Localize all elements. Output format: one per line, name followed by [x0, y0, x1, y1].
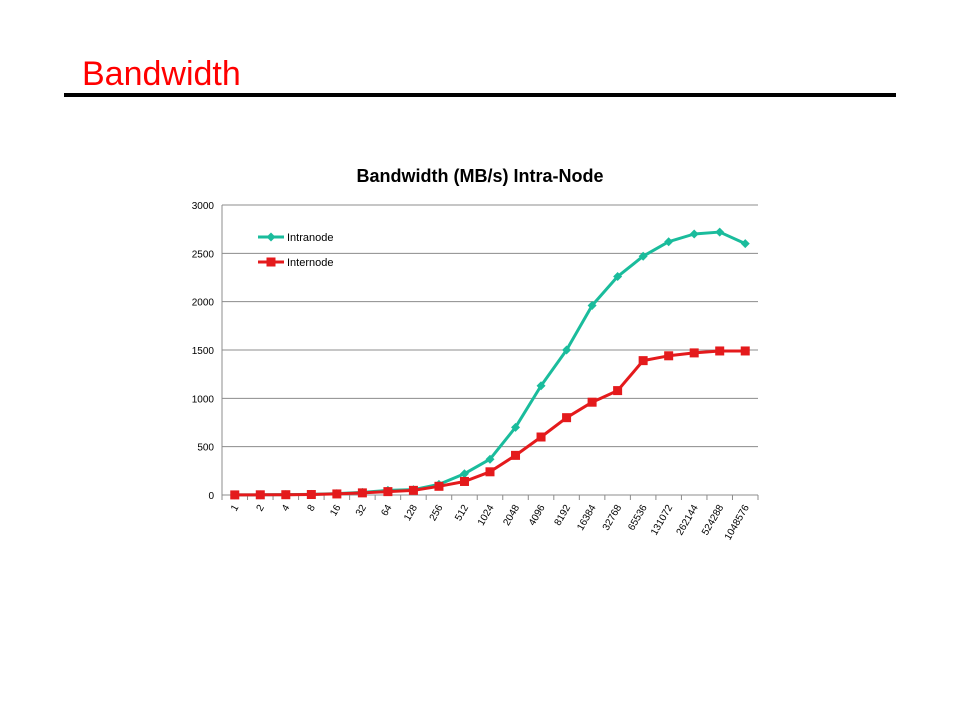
x-tick-label: 32	[354, 503, 369, 519]
axes: 0 500 1000 1500 2000 2500 3000 1 2 4 8 16 32 64 128 256…	[192, 201, 759, 543]
data-point	[689, 348, 699, 358]
gridlines	[222, 204, 758, 448]
data-point	[408, 485, 418, 495]
data-point	[613, 386, 623, 396]
y-tick-label: 0	[208, 491, 214, 502]
data-point	[689, 229, 699, 239]
data-point	[740, 346, 750, 356]
x-tick-label: 65536	[626, 503, 650, 533]
data-point	[587, 301, 597, 311]
x-tick-label: 8192	[553, 503, 574, 528]
x-tick-label: 4096	[527, 503, 548, 528]
y-tick-label: 2000	[192, 298, 215, 309]
x-tick-label: 128	[402, 503, 420, 523]
x-tick-label: 524288	[700, 503, 726, 538]
data-point	[511, 450, 521, 460]
data-point	[664, 237, 674, 247]
data-point	[562, 413, 572, 423]
x-tick-label: 262144	[675, 503, 701, 538]
y-tick-label: 1000	[192, 394, 215, 405]
data-point	[485, 454, 495, 464]
series-internode	[230, 346, 750, 500]
legend-label: Intranode	[287, 232, 333, 244]
x-tick-label: 1	[229, 503, 242, 514]
data-point	[511, 422, 521, 432]
slide-title: Bandwidth	[82, 55, 241, 93]
y-tick-label: 500	[197, 443, 214, 454]
data-point	[230, 490, 240, 500]
data-point	[536, 432, 546, 442]
x-tick-label: 8	[306, 503, 319, 514]
title-rule	[64, 93, 896, 97]
data-point	[536, 381, 546, 391]
y-tick-label: 1500	[192, 346, 215, 357]
data-point	[613, 272, 623, 282]
data-point	[306, 490, 316, 500]
data-point	[664, 351, 674, 361]
data-point	[587, 397, 597, 407]
data-point	[638, 251, 648, 261]
x-tick-label: 16384	[575, 503, 599, 533]
data-point	[383, 487, 393, 497]
data-point	[332, 489, 342, 499]
legend-item-intranode: Intranode	[258, 232, 333, 244]
x-tick-label: 256	[428, 503, 446, 523]
x-tick-label: 512	[453, 503, 471, 523]
data-point	[715, 227, 725, 237]
x-tick-label: 1024	[476, 503, 497, 528]
series-group	[230, 227, 750, 500]
x-tick-label: 2048	[501, 503, 522, 528]
x-tick-label: 64	[379, 503, 394, 519]
y-tick-label: 3000	[192, 201, 215, 212]
data-point	[638, 356, 648, 366]
x-tick-label: 1048576	[723, 503, 752, 543]
y-tick-label: 2500	[192, 249, 215, 260]
data-point	[715, 346, 725, 356]
chart-title: Bandwidth (MB/s) Intra-Node	[357, 166, 604, 186]
data-point	[459, 476, 469, 486]
x-tick-label: 16	[328, 503, 343, 519]
x-tick-label: 131072	[649, 503, 675, 538]
data-point	[459, 469, 469, 479]
data-point	[485, 467, 495, 477]
legend-marker	[266, 232, 276, 242]
data-point	[281, 490, 291, 500]
data-point	[740, 239, 750, 249]
legend-marker	[266, 257, 276, 267]
data-point	[562, 345, 572, 355]
data-point	[434, 481, 444, 491]
data-point	[357, 488, 367, 498]
x-tick-label: 2	[255, 503, 268, 514]
x-tick-label: 32768	[601, 503, 625, 533]
legend: Intranode Internode	[258, 232, 333, 269]
legend-item-internode: Internode	[258, 257, 333, 269]
legend-label: Internode	[287, 257, 333, 269]
x-tick-label: 4	[280, 503, 293, 514]
data-point	[255, 490, 265, 500]
